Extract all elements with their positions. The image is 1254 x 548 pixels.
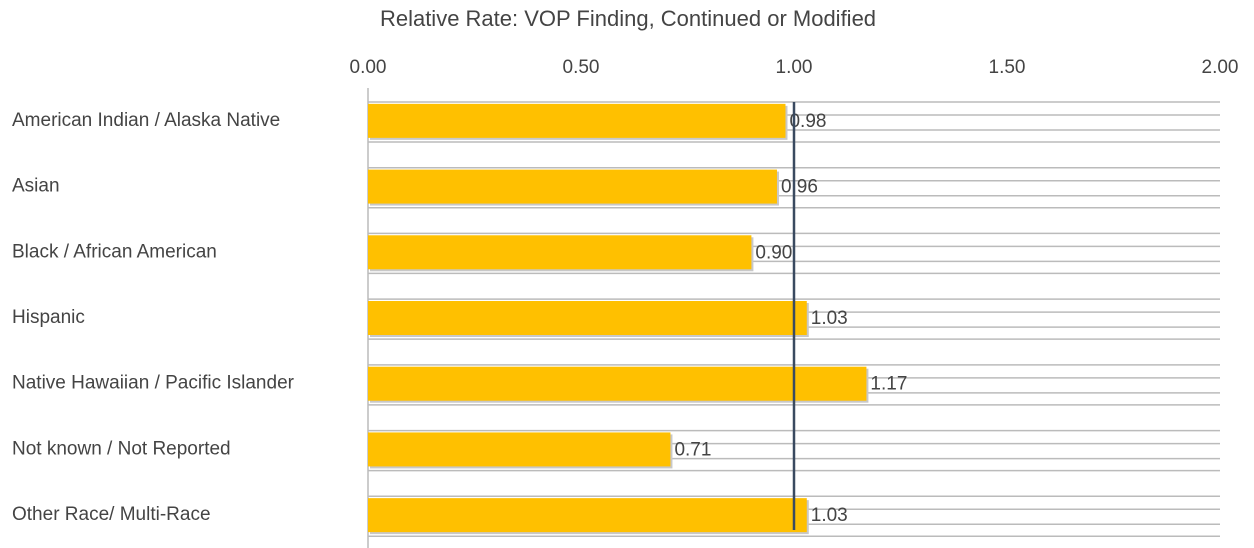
y-tick-label: American Indian / Alaska Native — [12, 110, 280, 131]
bar — [368, 103, 786, 138]
y-tick-label: Asian — [12, 176, 60, 197]
x-tick-label: 0.00 — [350, 57, 387, 78]
x-tick-label: 1.00 — [776, 57, 813, 78]
data-label: 1.17 — [870, 374, 907, 395]
y-tick-label: Other Race/ Multi-Race — [12, 504, 211, 525]
data-label: 1.03 — [811, 308, 848, 329]
x-tick-label: 2.00 — [1202, 57, 1239, 78]
x-tick-label: 1.50 — [989, 57, 1026, 78]
chart-title: Relative Rate: VOP Finding, Continued or… — [380, 6, 876, 31]
bar — [368, 301, 807, 335]
y-tick-label: Native Hawaiian / Pacific Islander — [12, 373, 295, 394]
bar — [368, 366, 867, 401]
data-label: 0.90 — [755, 242, 792, 263]
bar — [368, 498, 807, 533]
data-label: 1.03 — [811, 505, 848, 526]
bar — [368, 235, 752, 270]
data-label: 0.98 — [789, 111, 826, 132]
bar — [368, 432, 671, 467]
y-tick-label: Black / African American — [12, 241, 217, 262]
y-tick-label: Hispanic — [12, 307, 85, 328]
x-tick-label: 0.50 — [563, 57, 600, 78]
data-label: 0.96 — [781, 177, 818, 198]
bar — [368, 169, 777, 204]
y-tick-label: Not known / Not Reported — [12, 438, 231, 459]
data-label: 0.71 — [674, 439, 711, 460]
